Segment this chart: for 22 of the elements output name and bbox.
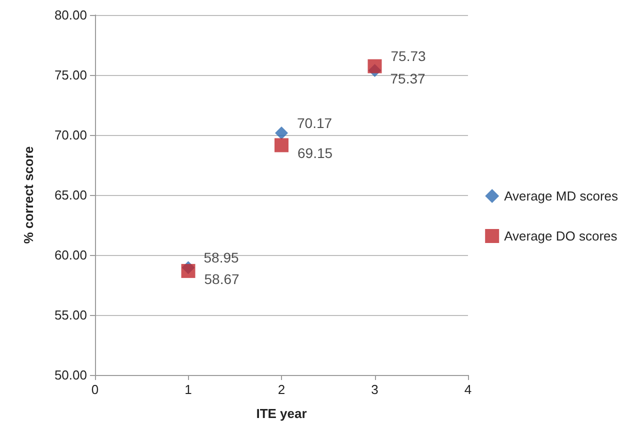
data-label: 75.37 (390, 70, 426, 87)
x-tick-label: 4 (464, 382, 472, 397)
data-label: 70.17 (297, 114, 332, 131)
x-tick-label: 2 (278, 382, 286, 397)
y-tick-label: 75.00 (54, 68, 87, 82)
y-axis-title: % correct score (21, 146, 36, 244)
y-tick-label: 80.00 (54, 8, 87, 22)
y-tick-label: 65.00 (54, 188, 87, 202)
y-tick-label: 50.00 (54, 368, 87, 382)
y-tick-label: 70.00 (54, 128, 87, 142)
data-label: 58.67 (204, 270, 240, 287)
legend-label: Average DO scores (504, 228, 618, 244)
legend-label: Average MD scores (504, 188, 618, 204)
y-tick-label: 55.00 (54, 308, 87, 322)
data-label: 58.95 (204, 250, 239, 266)
x-tick-label: 0 (91, 382, 99, 397)
x-tick-label: 1 (184, 382, 192, 397)
data-label: 69.15 (298, 145, 333, 162)
data-label: 75.73 (390, 48, 426, 64)
y-tick-label: 60.00 (54, 248, 87, 262)
x-axis-title: ITE year (256, 406, 307, 421)
x-tick-label: 3 (371, 382, 378, 397)
